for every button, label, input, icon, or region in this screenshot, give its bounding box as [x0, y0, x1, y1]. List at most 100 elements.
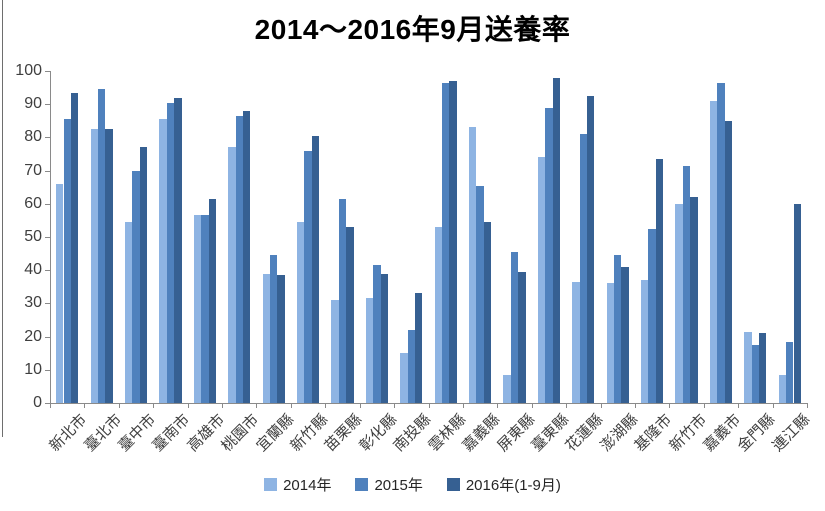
x-axis-category-label: 南投縣 [390, 411, 435, 455]
bar-2014年-苗栗縣 [331, 300, 339, 403]
x-axis-category-label: 新竹市 [665, 411, 710, 455]
bar-2015年-花蓮縣 [579, 134, 588, 403]
bar-2016年(1-9月)-新北市 [70, 92, 79, 403]
bar-2015年-臺中市 [132, 170, 140, 403]
bar-2016年(1-9月)-屏東縣 [518, 271, 526, 403]
y-axis-tick-label: 70 [24, 161, 42, 179]
bar-2016年(1-9月)-高雄市 [208, 198, 216, 403]
bar-2016年(1-9月)-苗栗縣 [346, 227, 354, 403]
bar-2016年(1-9月)-宜蘭縣 [277, 275, 285, 403]
bar-2014年-宜蘭縣 [262, 273, 270, 403]
bar-2015年-新竹縣 [304, 150, 312, 403]
bar-2014年-臺北市 [90, 129, 98, 403]
x-axis-tick [50, 403, 51, 408]
x-axis-category-label: 苗栗縣 [321, 411, 366, 455]
bar-2016年(1-9月)-臺東縣 [552, 77, 561, 403]
bar-2014年-屏東縣 [503, 374, 511, 403]
bar-2016年(1-9月)-花蓮縣 [587, 95, 595, 403]
bar-2015年-嘉義市 [717, 82, 725, 403]
x-axis-category-label: 連江縣 [769, 411, 813, 455]
x-axis-category-label: 高雄市 [184, 411, 228, 455]
x-axis-category-label: 嘉義縣 [459, 411, 504, 455]
x-axis-category-label: 屏東縣 [493, 411, 538, 455]
x-axis-tick [118, 403, 120, 408]
bar-2014年-高雄市 [193, 215, 202, 403]
bar-2014年-連江縣 [778, 374, 787, 403]
x-axis-tick [807, 403, 808, 408]
bar-2015年-新北市 [63, 119, 71, 403]
bar-2016年(1-9月)-臺北市 [105, 129, 113, 403]
y-axis-tick-label: 0 [33, 394, 42, 411]
bar-2015年-臺北市 [97, 89, 106, 403]
x-axis-category-label: 臺東縣 [528, 411, 573, 455]
x-axis-tick [772, 403, 774, 408]
bar-2015年-基隆市 [648, 228, 656, 403]
bar-2014年-新竹縣 [296, 222, 305, 403]
legend-item-label: 2014年 [283, 477, 332, 494]
bar-2016年(1-9月)-新竹縣 [311, 135, 320, 403]
bar-2014年-南投縣 [400, 353, 408, 403]
bar-2016年(1-9月)-桃園市 [242, 110, 251, 403]
x-axis-tick [703, 403, 705, 408]
x-axis-tick [531, 403, 533, 408]
bar-2014年-嘉義縣 [469, 127, 477, 403]
bar-2016年(1-9月)-金門縣 [759, 333, 767, 403]
x-axis-category-label: 臺北市 [80, 411, 125, 455]
bar-2016年(1-9月)-嘉義縣 [483, 222, 492, 403]
x-axis-tick [290, 403, 292, 408]
x-axis-tick [462, 403, 464, 408]
legend-item-label: 2016年(1-9月) [465, 477, 561, 494]
x-axis-tick [153, 403, 155, 408]
y-axis-tick [45, 203, 50, 205]
x-axis-tick [222, 403, 224, 408]
legend-item-label: 2015年 [374, 477, 423, 494]
x-axis-category-label: 花蓮縣 [562, 411, 607, 455]
y-axis-tick [45, 170, 50, 172]
chart-title: 2014～2016年9月送養率 [254, 14, 571, 45]
y-axis-tick-label: 100 [15, 62, 42, 79]
legend-color-marker [446, 478, 460, 491]
x-axis-tick [669, 403, 671, 408]
bar-2015年-苗栗縣 [338, 198, 347, 403]
x-axis-category-label: 新竹縣 [287, 411, 332, 455]
x-axis-tick [325, 403, 327, 408]
bar-2014年-雲林縣 [434, 227, 442, 403]
bar-2014年-花蓮縣 [572, 281, 580, 403]
bar-2014年-金門縣 [744, 331, 752, 403]
bar-2016年(1-9月)-新竹市 [690, 197, 698, 403]
x-axis-category-label: 臺中市 [115, 411, 160, 455]
bar-2015年-宜蘭縣 [269, 255, 278, 403]
bar-2014年-澎湖縣 [606, 283, 615, 403]
bar-2016年(1-9月)-雲林縣 [449, 80, 457, 403]
bar-2014年-桃園市 [228, 147, 236, 403]
x-axis-tick [84, 403, 86, 408]
bar-2016年(1-9月)-嘉義市 [724, 120, 733, 403]
x-axis-category-label: 彰化縣 [356, 411, 401, 455]
x-axis-category-label: 臺南市 [149, 411, 194, 455]
x-axis-category-label: 宜蘭縣 [252, 411, 297, 455]
legend-item-2014年: 2014年 [264, 474, 331, 495]
y-axis-tick [45, 403, 50, 404]
y-axis-tick [45, 71, 50, 72]
y-axis-tick-label: 50 [24, 228, 42, 245]
x-axis-tick [634, 403, 636, 408]
x-axis-category-label: 雲林縣 [424, 411, 469, 455]
x-axis-tick [600, 403, 602, 408]
bar-2015年-新竹市 [682, 165, 691, 403]
bar-2016年(1-9月)-彰化縣 [380, 273, 388, 403]
x-axis-category-label: 基隆市 [631, 411, 676, 455]
x-axis-tick [497, 403, 499, 408]
bar-2015年-南投縣 [407, 329, 415, 403]
y-axis-tick [45, 137, 50, 139]
y-axis-tick [45, 303, 50, 305]
legend-color-marker [355, 478, 369, 491]
x-axis-tick [187, 403, 189, 408]
bar-2016年(1-9月)-澎湖縣 [621, 266, 629, 403]
bar-2015年-臺南市 [166, 102, 175, 403]
bar-2016年(1-9月)-連江縣 [793, 203, 801, 403]
x-axis-tick [566, 403, 568, 408]
bar-2016年(1-9月)-基隆市 [655, 158, 664, 403]
bar-2015年-高雄市 [201, 215, 209, 403]
bar-2014年-臺東縣 [537, 157, 546, 403]
x-axis-tick [359, 403, 361, 408]
